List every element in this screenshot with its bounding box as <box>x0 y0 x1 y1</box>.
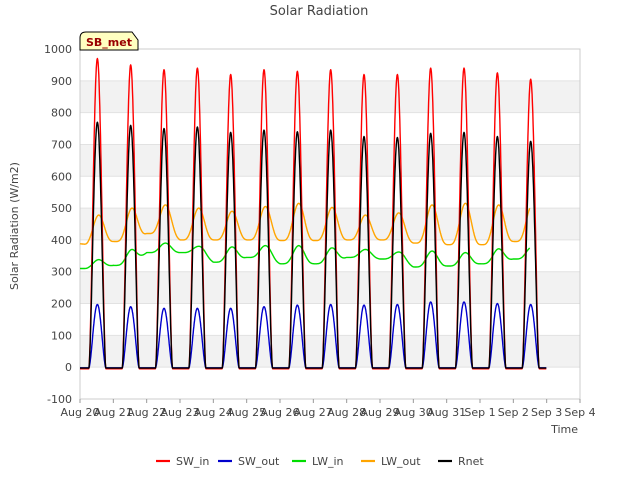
y-tick-label: 100 <box>51 329 72 342</box>
legend-item-lw-in: LW_in <box>292 455 344 468</box>
legend-label: Rnet <box>458 455 484 468</box>
x-tick-label: Aug 31 <box>427 406 466 419</box>
station-label: SB_met <box>86 36 132 49</box>
x-tick-label: Aug 20 <box>61 406 100 419</box>
x-tick-label: Sep 3 <box>531 406 562 419</box>
x-tick-label: Sep 4 <box>564 406 595 419</box>
plot-frame <box>79 48 581 400</box>
y-tick-label: 800 <box>51 107 72 120</box>
x-tick-label: Aug 30 <box>394 406 433 419</box>
y-axis-label: Solar Radiation (W/m2) <box>8 162 21 290</box>
legend-item-sw-out: SW_out <box>218 455 280 468</box>
x-tick-label: Aug 26 <box>261 406 300 419</box>
chart-title: Solar Radiation <box>270 4 369 19</box>
grid-band <box>80 144 580 177</box>
x-tick-label: Aug 28 <box>327 406 366 419</box>
x-tick-label: Aug 21 <box>94 406 133 419</box>
station-label-box: SB_met <box>79 31 139 51</box>
legend: SW_in SW_out LW_in LW_out Rnet <box>156 455 484 468</box>
grid-band <box>80 271 580 304</box>
legend-label: LW_in <box>312 455 344 468</box>
x-tick-label: Aug 24 <box>194 406 233 419</box>
x-axis-label: Time <box>550 423 578 436</box>
y-tick-label: 1000 <box>44 43 72 56</box>
grid-band <box>80 208 580 240</box>
y-axis: -100 0 100 200 300 400 500 600 700 800 900 1000 <box>44 43 72 406</box>
legend-item-sw-in: SW_in <box>156 455 209 468</box>
y-tick-label: 0 <box>65 361 72 374</box>
grid-band <box>80 335 580 368</box>
series-lines <box>79 57 547 370</box>
x-tick-label: Aug 29 <box>361 406 400 419</box>
x-tick-label: Sep 2 <box>498 406 529 419</box>
y-tick-label: 700 <box>51 138 72 151</box>
series-line-lw-in <box>79 242 531 270</box>
y-tick-label: -100 <box>47 393 72 406</box>
x-tick-label: Sep 1 <box>464 406 495 419</box>
series-line-lw-out <box>79 202 531 246</box>
legend-label: LW_out <box>381 455 421 468</box>
legend-item-lw-out: LW_out <box>361 455 421 468</box>
legend-item-rnet: Rnet <box>438 455 484 468</box>
x-tick-label: Aug 27 <box>294 406 333 419</box>
y-tick-label: 200 <box>51 298 72 311</box>
x-tick-label: Aug 23 <box>161 406 200 419</box>
grid-bands <box>80 48 580 400</box>
y-tick-label: 900 <box>51 75 72 88</box>
y-tick-label: 600 <box>51 170 72 183</box>
legend-label: SW_in <box>176 455 209 468</box>
legend-label: SW_out <box>238 455 280 468</box>
series-line-rnet <box>79 121 547 369</box>
x-tick-label: Aug 25 <box>227 406 266 419</box>
grid-band <box>80 80 580 113</box>
y-tick-label: 300 <box>51 266 72 279</box>
y-tick-label: 400 <box>51 234 72 247</box>
y-tick-label: 500 <box>51 202 72 215</box>
x-tick-label: Aug 22 <box>127 406 166 419</box>
